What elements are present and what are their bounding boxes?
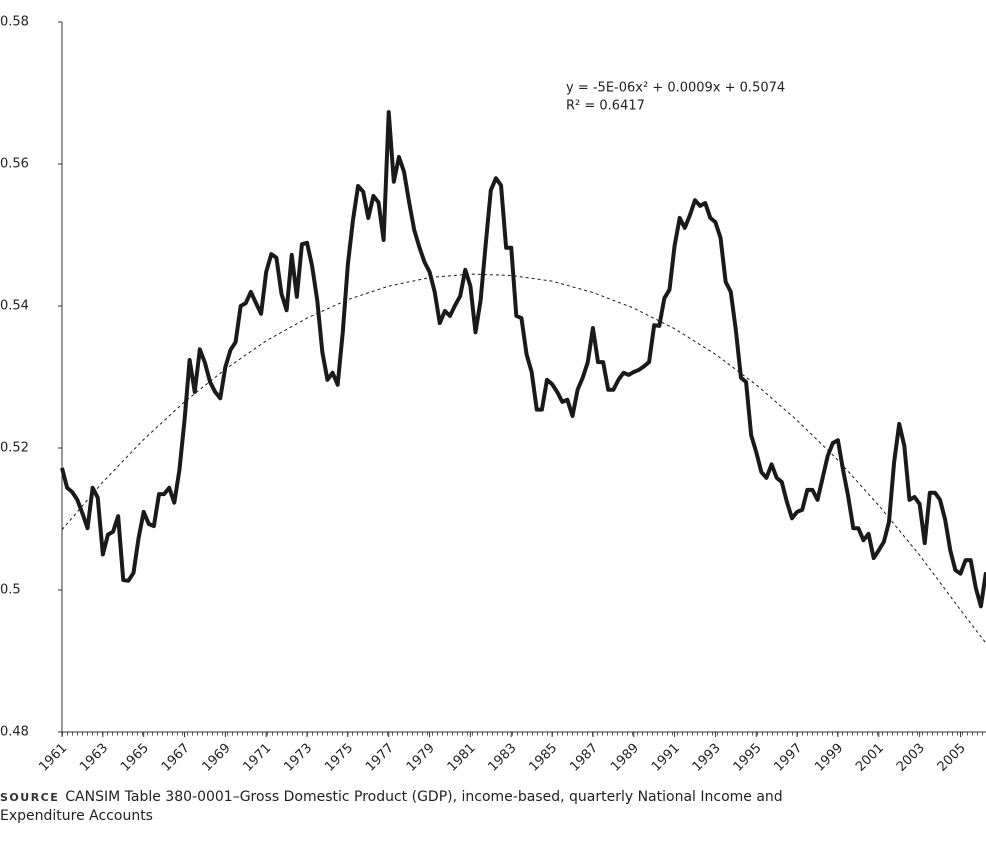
x-tick-label: 2005	[935, 741, 969, 775]
x-tick-label: 1979	[404, 741, 438, 775]
x-tick-label: 1993	[690, 741, 724, 775]
x-tick-label: 1985	[526, 741, 560, 775]
x-tick-label: 1983	[486, 741, 520, 775]
data-line	[60, 110, 986, 609]
annotation: R² = 0.6417	[566, 99, 645, 114]
x-tick-label: 1991	[649, 741, 683, 775]
x-tick-label: 1973	[281, 741, 315, 775]
x-tick-label: 1963	[77, 741, 111, 775]
x-tick-label: 2003	[894, 741, 928, 775]
chart: y = -5E-06x² + 0.0009x + 0.5074 R² = 0.6…	[0, 15, 986, 775]
x-tick-label: 1975	[322, 741, 356, 775]
annotation: y = -5E-06x² + 0.0009x + 0.5074	[566, 81, 785, 96]
x-tick-label: 2001	[853, 741, 887, 775]
x-tick-label: 1967	[159, 741, 193, 775]
x-tick-label: 1977	[363, 741, 397, 775]
source-text: CANSIM Table 380-0001–Gross Domestic Pro…	[0, 789, 783, 824]
y-tick-label: 0.54	[0, 299, 29, 314]
x-tick-label: 1961	[36, 741, 70, 775]
trend-line	[61, 273, 986, 644]
y-tick-label: 0.48	[0, 725, 29, 740]
source: SOURCE CANSIM Table 380-0001–Gross Domest…	[0, 788, 860, 826]
y-tick-label: 0.56	[0, 157, 29, 172]
x-tick-label: 1997	[771, 741, 805, 775]
x-tick-label: 1995	[731, 741, 765, 775]
x-tick-label: 1999	[812, 741, 846, 775]
x-tick-label: 1969	[200, 741, 234, 775]
y-tick-label: 0.52	[0, 441, 29, 456]
y-tick-label: 0.5	[0, 583, 21, 598]
x-tick-label: 1965	[118, 741, 152, 775]
source-label: SOURCE	[0, 791, 60, 804]
x-tick-label: 1971	[240, 741, 274, 775]
x-tick-label: 1989	[608, 741, 642, 775]
y-tick-label: 0.58	[0, 15, 29, 30]
x-tick-label: 1981	[445, 741, 479, 775]
x-tick-label: 1987	[567, 741, 601, 775]
